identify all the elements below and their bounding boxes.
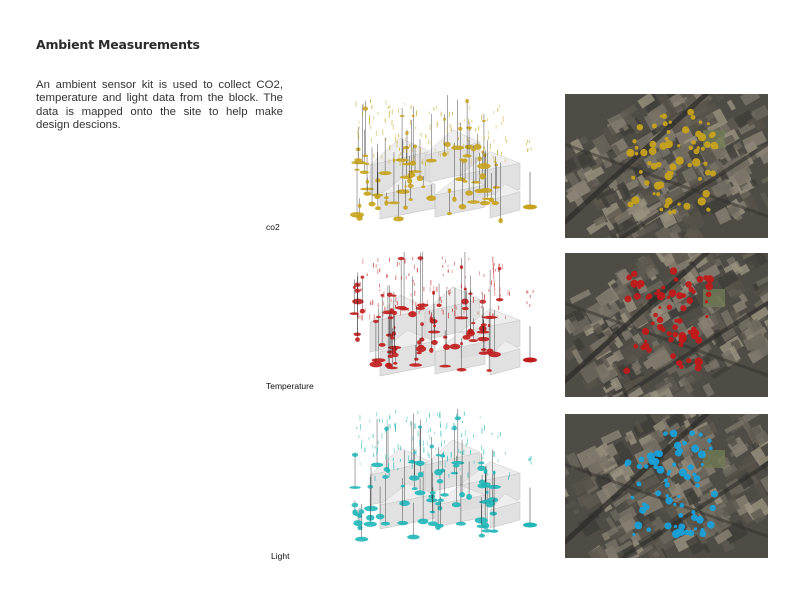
co2-label: co2: [266, 222, 280, 232]
temperature-label: Temperature: [266, 381, 314, 391]
co2-isometric-diagram: [350, 95, 537, 224]
light-label: Light: [271, 551, 290, 561]
co2-satellite-map: [565, 94, 768, 238]
light-satellite-map: [565, 414, 768, 558]
temperature-satellite-map: [565, 253, 768, 397]
page-title: Ambient Measurements: [36, 37, 200, 52]
temperature-isometric-diagram: [349, 252, 537, 377]
intro-paragraph: An ambient sensor kit is used to collect…: [36, 79, 283, 132]
light-isometric-diagram: [349, 408, 537, 542]
